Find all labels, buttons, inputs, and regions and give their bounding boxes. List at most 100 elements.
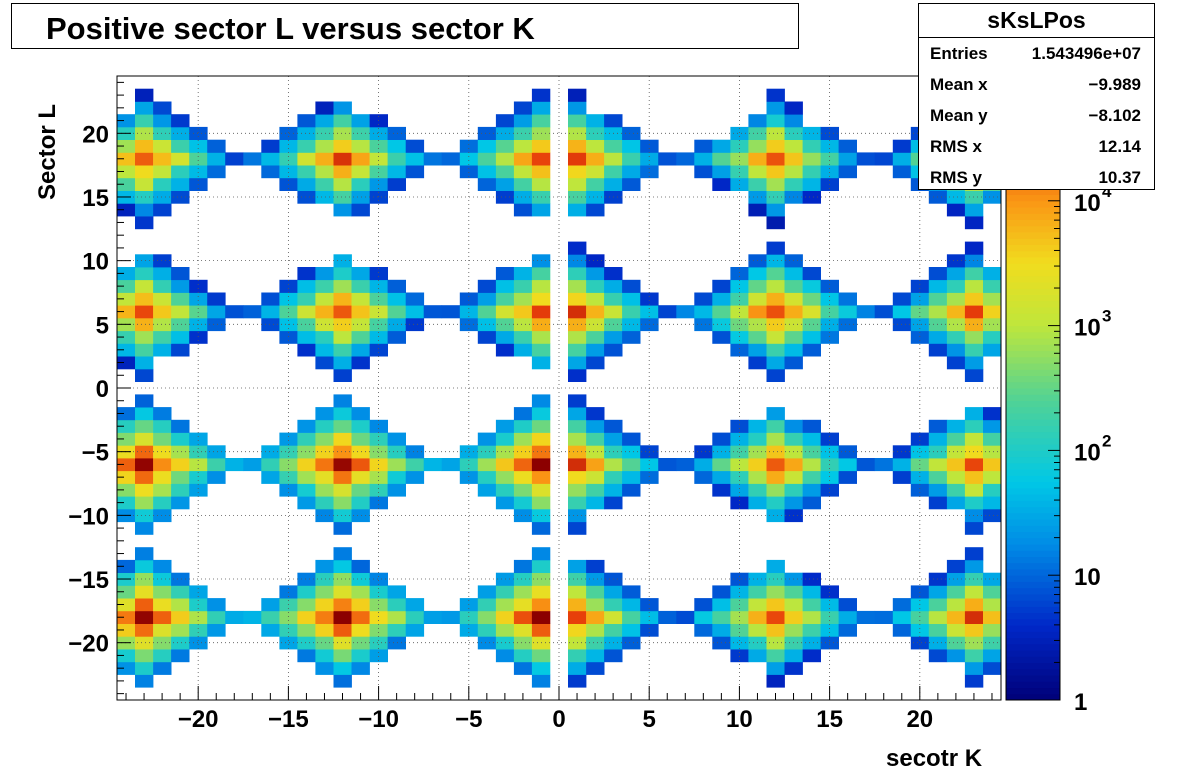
heatmap-cell [531,407,551,421]
heatmap-cell [117,356,136,370]
heatmap-cell [153,585,172,599]
heatmap-cell [171,292,190,306]
heatmap-cell [784,152,803,166]
heatmap-cell [333,292,352,306]
heatmap-cell [964,330,984,344]
heatmap-cell [387,623,406,637]
heatmap-cell [604,610,623,624]
heatmap-cell [910,623,930,637]
heatmap-cell [495,267,515,281]
heatmap-cell [568,649,587,663]
heatmap-cell [315,190,334,204]
heatmap-cell [856,152,876,166]
heatmap-cell [333,139,352,153]
heatmap-cell [568,419,587,433]
heatmap-cell [748,305,767,319]
heatmap-cell [369,330,388,344]
y-tick-label: −20 [68,631,109,658]
y-tick-label: −5 [82,440,109,467]
heatmap-cell [117,267,136,281]
heatmap-cell [315,114,334,128]
palette-band [1006,275,1060,283]
stats-value: −9.989 [1088,75,1141,94]
stats-row-mean-x: Mean x −9.989 [919,69,1154,100]
heatmap-cell [117,152,136,166]
heatmap-cell [513,190,533,204]
heatmap-cell [622,152,641,166]
heatmap-cell [784,432,803,446]
heatmap-cell [495,139,515,153]
heatmap-cell [802,165,821,179]
heatmap-cell [297,623,316,637]
heatmap-cell [513,203,533,217]
heatmap-cell [622,458,641,472]
heatmap-cell [261,470,280,484]
heatmap-cell [766,330,785,344]
heatmap-cell [207,305,226,319]
heatmap-cell [640,470,659,484]
heatmap-cell [207,318,226,332]
heatmap-cell [135,610,154,624]
heatmap-cell [694,470,713,484]
palette-band [1006,356,1060,364]
heatmap-cell [405,152,425,166]
heatmap-cell [153,190,172,204]
heatmap-cell [748,585,767,599]
heatmap-cell [315,152,334,166]
heatmap-cell [171,343,190,357]
heatmap-cell [351,330,370,344]
heatmap-cell [135,521,154,535]
palette-band [1006,600,1060,607]
palette-band [1006,256,1060,264]
heatmap-cell [333,356,352,370]
heatmap-cell [730,152,749,166]
heatmap-cell [369,152,388,166]
heatmap-cell [153,267,172,281]
heatmap-cell [135,114,154,128]
heatmap-cell [207,292,226,306]
heatmap-cell [964,521,984,535]
heatmap-cell [802,445,821,459]
heatmap-cell [531,419,551,433]
heatmap-cell [207,610,226,624]
heatmap-cell [135,547,154,561]
heatmap-cell [495,305,515,319]
heatmap-cell [459,165,479,179]
heatmap-cell [983,636,1002,650]
heatmap-cell [315,623,334,637]
heatmap-cell [477,292,497,306]
heatmap-cell [153,343,172,357]
heatmap-cell [477,610,497,624]
heatmap-cell [351,610,370,624]
heatmap-cell [369,610,388,624]
heatmap-cell [225,458,244,472]
heatmap-cell [333,483,352,497]
heatmap-cell [333,394,352,408]
heatmap-cell [928,292,948,306]
heatmap-cell [279,330,298,344]
palette-band [1006,444,1060,451]
heatmap-cell [586,610,605,624]
x-tick-label: −20 [178,706,219,733]
heatmap-cell [513,661,533,675]
heatmap-cell [495,114,515,128]
heatmap-cell [586,585,605,599]
heatmap-cell [333,305,352,319]
heatmap-cell [730,445,749,459]
heatmap-cell [748,470,767,484]
heatmap-cell [369,305,388,319]
heatmap-cell [495,585,515,599]
heatmap-cell [946,610,966,624]
heatmap-cell [531,559,551,573]
heatmap-cell [694,292,713,306]
heatmap-cell [586,114,605,128]
heatmap-cell [730,267,749,281]
heatmap-cell [694,623,713,637]
heatmap-cell [171,139,190,153]
heatmap-cell [604,165,623,179]
heatmap-cell [766,445,785,459]
heatmap-cell [315,419,334,433]
heatmap-cell [874,305,894,319]
heatmap-cell [207,623,226,637]
heatmap-cell [586,407,605,421]
